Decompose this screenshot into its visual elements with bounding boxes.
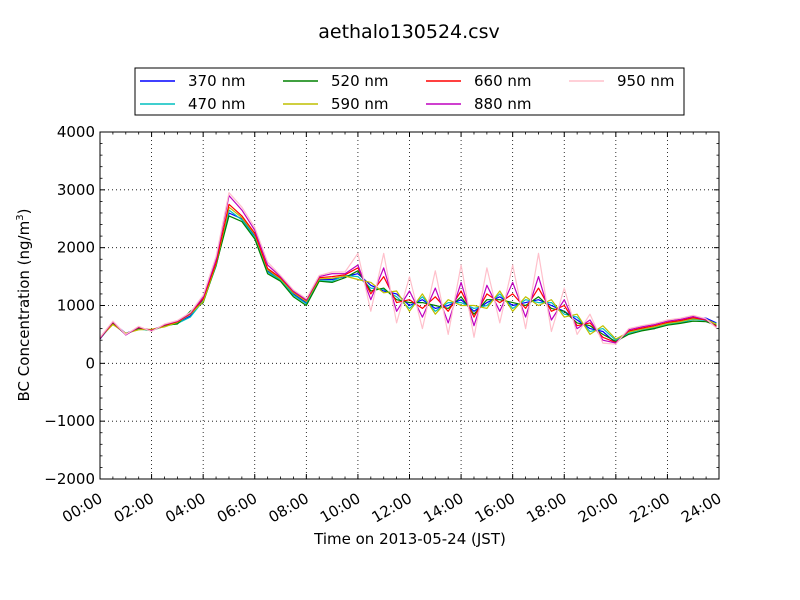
y-tick-labels: −2000 −1000 0 1000 2000 3000 4000 (44, 123, 95, 488)
y-tick-label: 0 (85, 354, 95, 372)
y-tick-label: 3000 (57, 181, 95, 199)
y-tick-label: 2000 (57, 239, 95, 257)
y-tick-label: 4000 (57, 123, 95, 141)
legend-label: 470 nm (188, 95, 246, 113)
y-tick-label: 1000 (57, 297, 95, 315)
y-axis-label-sup: 3 (15, 214, 26, 220)
legend: 370 nm 470 nm 520 nm 590 nm 660 nm 880 nm 950 … (134, 67, 685, 116)
series-line (99, 195, 717, 344)
legend-label: 660 nm (474, 72, 532, 90)
y-axis-label-end: ) (15, 209, 33, 215)
legend-box (134, 67, 685, 116)
y-axis-label: BC Concentration (ng/m3) (15, 209, 33, 402)
legend-label: 880 nm (474, 95, 532, 113)
x-axis-label: Time on 2013-05-24 (JST) (313, 530, 506, 548)
chart-title: aethalo130524.csv (318, 21, 500, 43)
y-tick-label: −2000 (44, 470, 95, 488)
y-tick-label: −1000 (44, 412, 95, 430)
legend-label: 950 nm (617, 72, 675, 90)
legend-label: 590 nm (331, 95, 389, 113)
y-axis-label-main: BC Concentration (ng/m (15, 221, 33, 402)
series-line (99, 206, 717, 340)
series-line (99, 192, 717, 345)
series-line (99, 215, 717, 342)
legend-label: 370 nm (188, 72, 246, 90)
series-lines (99, 192, 717, 345)
legend-label: 520 nm (331, 72, 389, 90)
ticks (99, 131, 720, 480)
